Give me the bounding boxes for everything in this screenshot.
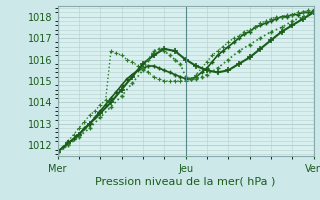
X-axis label: Pression niveau de la mer( hPa ): Pression niveau de la mer( hPa )	[95, 176, 276, 186]
